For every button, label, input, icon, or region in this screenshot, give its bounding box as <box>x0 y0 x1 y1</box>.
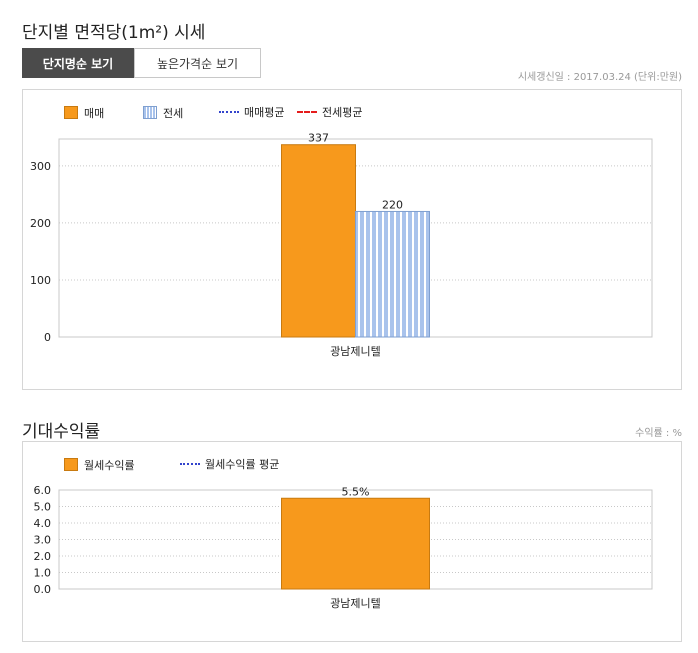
legend-jeonse-label: 전세 <box>163 107 184 120</box>
y-tick-label: 2.0 <box>34 550 52 563</box>
legend-monthly-yield-average-label: 월세수익률 평균 <box>205 458 280 471</box>
legend-sale-label: 매매 <box>84 107 105 120</box>
y-tick-label: 5.0 <box>34 501 52 514</box>
bar-data-label: 5.5% <box>342 485 370 498</box>
y-tick-label: 0.0 <box>34 583 52 596</box>
yield-unit-note: 수익률 : % <box>635 428 682 439</box>
legend-jeonse-swatch <box>143 106 157 119</box>
tab-sort-by-price[interactable]: 높은가격순 보기 <box>134 48 261 78</box>
legend-item-monthly-yield-average: 월세수익률 평균 <box>180 458 279 472</box>
bar-primary <box>281 497 430 590</box>
legend-monthly-yield-swatch <box>64 458 78 471</box>
tab-sort-by-name[interactable]: 단지명순 보기 <box>22 48 134 78</box>
y-tick-label: 3.0 <box>34 534 52 547</box>
legend-sale-average-line <box>219 111 239 113</box>
legend-jeonse-average-line <box>297 111 317 113</box>
x-category-label: 광남제니텔 <box>330 345 381 358</box>
y-tick-label: 300 <box>30 160 51 173</box>
legend-item-jeonse: 전세 <box>143 106 183 120</box>
y-tick-label: 1.0 <box>34 567 52 580</box>
bar-secondary <box>355 210 430 338</box>
section-title-yield: 기대수익률 <box>22 422 101 442</box>
x-category-label: 광남제니텔 <box>330 597 381 610</box>
legend-sale-swatch <box>64 106 78 119</box>
legend-monthly-yield-average-line <box>180 463 200 465</box>
legend-sale-average-label: 매매평균 <box>244 106 285 119</box>
y-tick-label: 100 <box>30 274 51 287</box>
price-update-date: 시세갱신일 : 2017.03.24 (단위:만원) <box>517 72 682 83</box>
section-title-price: 단지별 면적당(1m²) 시세 <box>22 23 206 43</box>
legend-jeonse-average-label: 전세평균 <box>322 106 363 119</box>
y-tick-label: 6.0 <box>34 484 52 497</box>
legend-item-sale: 매매 <box>64 106 104 120</box>
y-tick-label: 200 <box>30 217 51 230</box>
legend-item-sale-average: 매매평균 <box>219 106 284 120</box>
legend-item-monthly-yield: 월세수익률 <box>64 458 135 472</box>
legend-monthly-yield-label: 월세수익률 <box>84 459 135 472</box>
legend-item-jeonse-average: 전세평균 <box>297 106 362 120</box>
y-tick-label: 4.0 <box>34 517 52 530</box>
bar-data-label: 220 <box>382 198 403 211</box>
price-bar-chart: 0 100 200 300 337 220 광남제니텔 <box>30 132 653 358</box>
bar-primary <box>281 144 356 338</box>
y-tick-label: 0 <box>44 331 51 344</box>
bar-data-label: 337 <box>308 132 329 145</box>
